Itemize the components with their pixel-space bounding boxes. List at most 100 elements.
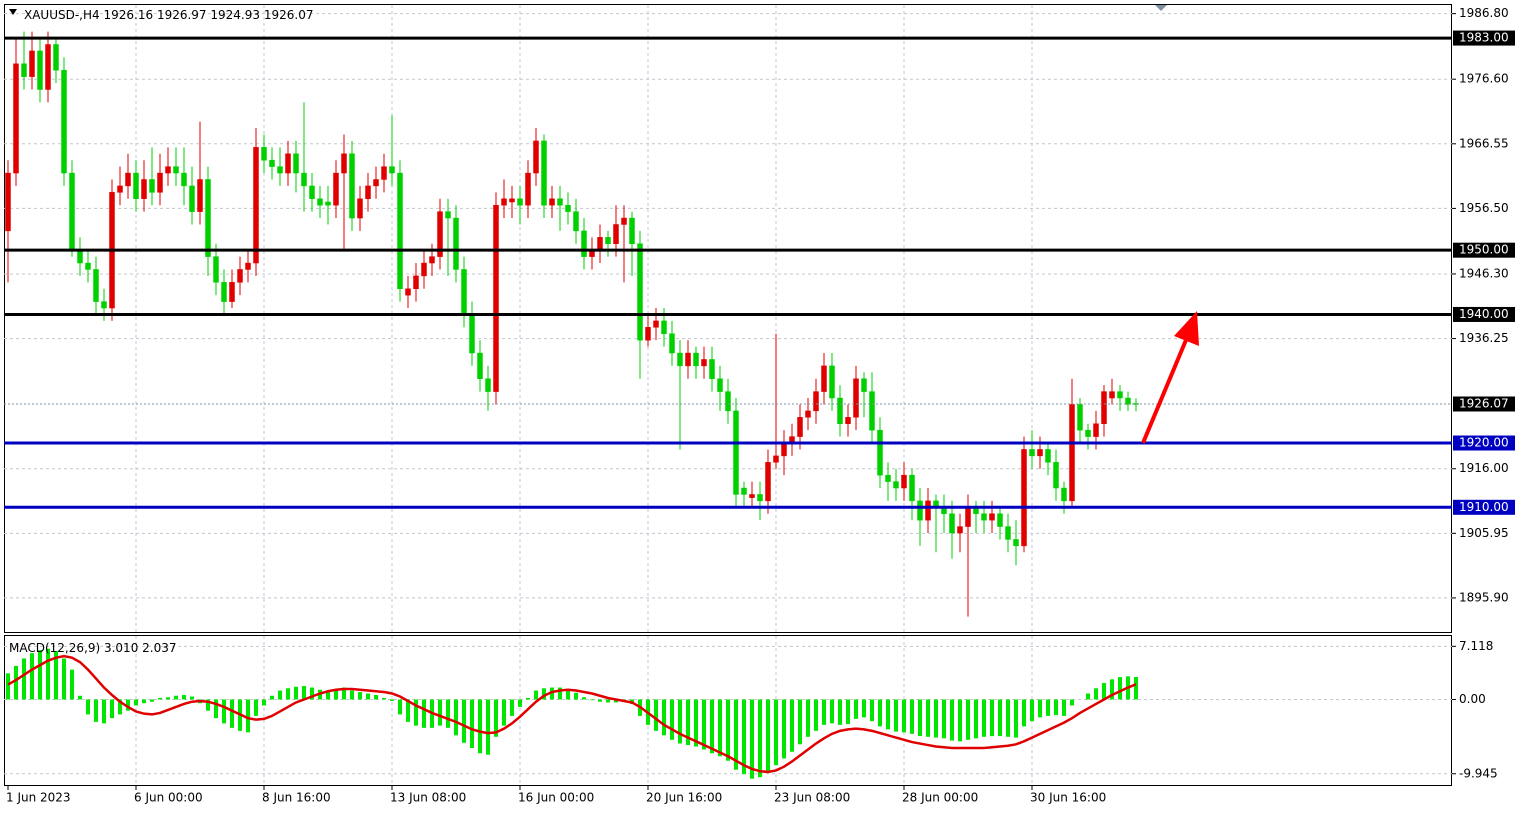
menu-triangle [9, 9, 17, 15]
macd-histogram-bar [734, 699, 738, 770]
x-tick-label: 23 Jun 08:00 [774, 791, 850, 805]
macd-histogram-bar [302, 686, 306, 700]
candle-body [725, 391, 731, 412]
macd-histogram-bar [694, 699, 698, 747]
candle-body [693, 352, 699, 367]
candle-body [637, 243, 643, 341]
macd-histogram-bar [278, 690, 282, 700]
candle-body [309, 185, 315, 200]
macd-histogram-bar [894, 699, 898, 732]
macd-header: MACD(12,26,9) 3.010 2.037 [9, 641, 177, 655]
y-tick-label: 1956.50 [1459, 201, 1509, 215]
macd-histogram-bar [1038, 699, 1042, 718]
candle-body [221, 282, 227, 302]
candle-body [1053, 462, 1059, 489]
macd-histogram-bar [1070, 699, 1074, 706]
macd-histogram-bar [526, 697, 530, 700]
macd-histogram-bar [742, 699, 746, 775]
candle-body [709, 359, 715, 379]
macd-histogram-bar [1086, 693, 1090, 700]
macd-histogram-bar [70, 669, 74, 700]
candle-body [349, 153, 355, 219]
macd-histogram-bar [686, 699, 690, 746]
macd-histogram-bar [486, 699, 490, 755]
macd-histogram-bar [1118, 677, 1122, 700]
candle-body [677, 352, 683, 367]
macd-histogram-bar [1134, 677, 1138, 700]
macd-histogram-bar [326, 690, 330, 700]
candle-body [53, 44, 59, 71]
candle-body [757, 494, 763, 502]
macd-histogram-bar [678, 699, 682, 744]
candle-body [1029, 449, 1035, 457]
macd-histogram-bar [782, 699, 786, 759]
candle-body [525, 172, 531, 206]
macd-histogram-bar [382, 697, 386, 700]
y-tick-label: 1916.00 [1459, 461, 1509, 475]
candle-body [1037, 449, 1043, 457]
candle-body [1005, 526, 1011, 540]
candle-body [613, 224, 619, 245]
y-tick-label: 1895.90 [1459, 590, 1509, 604]
macd-histogram-bar [806, 699, 810, 737]
macd-histogram-bar [822, 699, 826, 725]
candle-body [397, 172, 403, 290]
macd-histogram-bar [118, 699, 122, 715]
x-tick-label: 30 Jun 16:00 [1030, 791, 1106, 805]
macd-histogram-bar [174, 695, 178, 700]
candle-body [141, 179, 147, 200]
candle-body [93, 269, 99, 302]
candle-body [629, 217, 635, 245]
candle-body [685, 352, 691, 367]
candle-body [885, 474, 891, 482]
macd-histogram-bar [206, 699, 210, 711]
macd-histogram-bar [830, 699, 834, 724]
macd-histogram-bar [542, 688, 546, 700]
open-value: 1926.16 [103, 8, 153, 22]
x-tick-label: 1 Jun 2023 [6, 791, 71, 805]
y-tick-label: 0.00 [1459, 692, 1486, 706]
macd-histogram-bar [1014, 699, 1018, 738]
candle-body [893, 481, 899, 489]
macd-histogram-bar [454, 699, 458, 736]
candle-body [29, 50, 35, 77]
candle-body [813, 391, 819, 412]
macd-histogram-bar [798, 699, 802, 745]
candle-body [1045, 449, 1051, 463]
macd-histogram-bar [958, 699, 962, 742]
candle-body [837, 397, 843, 424]
macd-histogram-bar [1094, 688, 1098, 700]
candle-body [853, 378, 859, 418]
candle-body [237, 269, 243, 283]
candle-body [317, 198, 323, 206]
macd-histogram-bar [6, 673, 10, 700]
macd-histogram-bar [1006, 699, 1010, 737]
y-tick-label: 1946.30 [1459, 266, 1509, 280]
last-price-label: 1926.07 [1459, 397, 1509, 411]
level-label: 1920.00 [1459, 436, 1509, 450]
candle-body [701, 359, 707, 367]
macd-histogram-bar [470, 699, 474, 749]
macd-histogram-bar [30, 653, 34, 700]
candle-body [325, 201, 331, 206]
macd-histogram-bar [838, 699, 842, 725]
candle-body [1077, 404, 1083, 431]
macd-histogram-bar [86, 699, 90, 715]
candle-body [405, 288, 411, 296]
candle-body [189, 185, 195, 212]
candle-body [469, 314, 475, 354]
candle-body [61, 69, 67, 174]
macd-histogram-bar [670, 699, 674, 740]
macd-histogram-bar [702, 699, 706, 750]
macd-histogram-bar [390, 699, 394, 701]
candle-body [1125, 397, 1131, 405]
macd-histogram-bar [1110, 679, 1114, 700]
candle-body [597, 237, 603, 251]
macd-histogram-bar [606, 699, 610, 703]
macd-histogram-bar [134, 699, 138, 706]
macd-histogram-bar [534, 690, 538, 700]
macd-main-value: 3.010 [104, 641, 138, 655]
macd-histogram-bar [102, 699, 106, 724]
macd-histogram-bar [142, 699, 146, 704]
candle-body [117, 185, 123, 193]
